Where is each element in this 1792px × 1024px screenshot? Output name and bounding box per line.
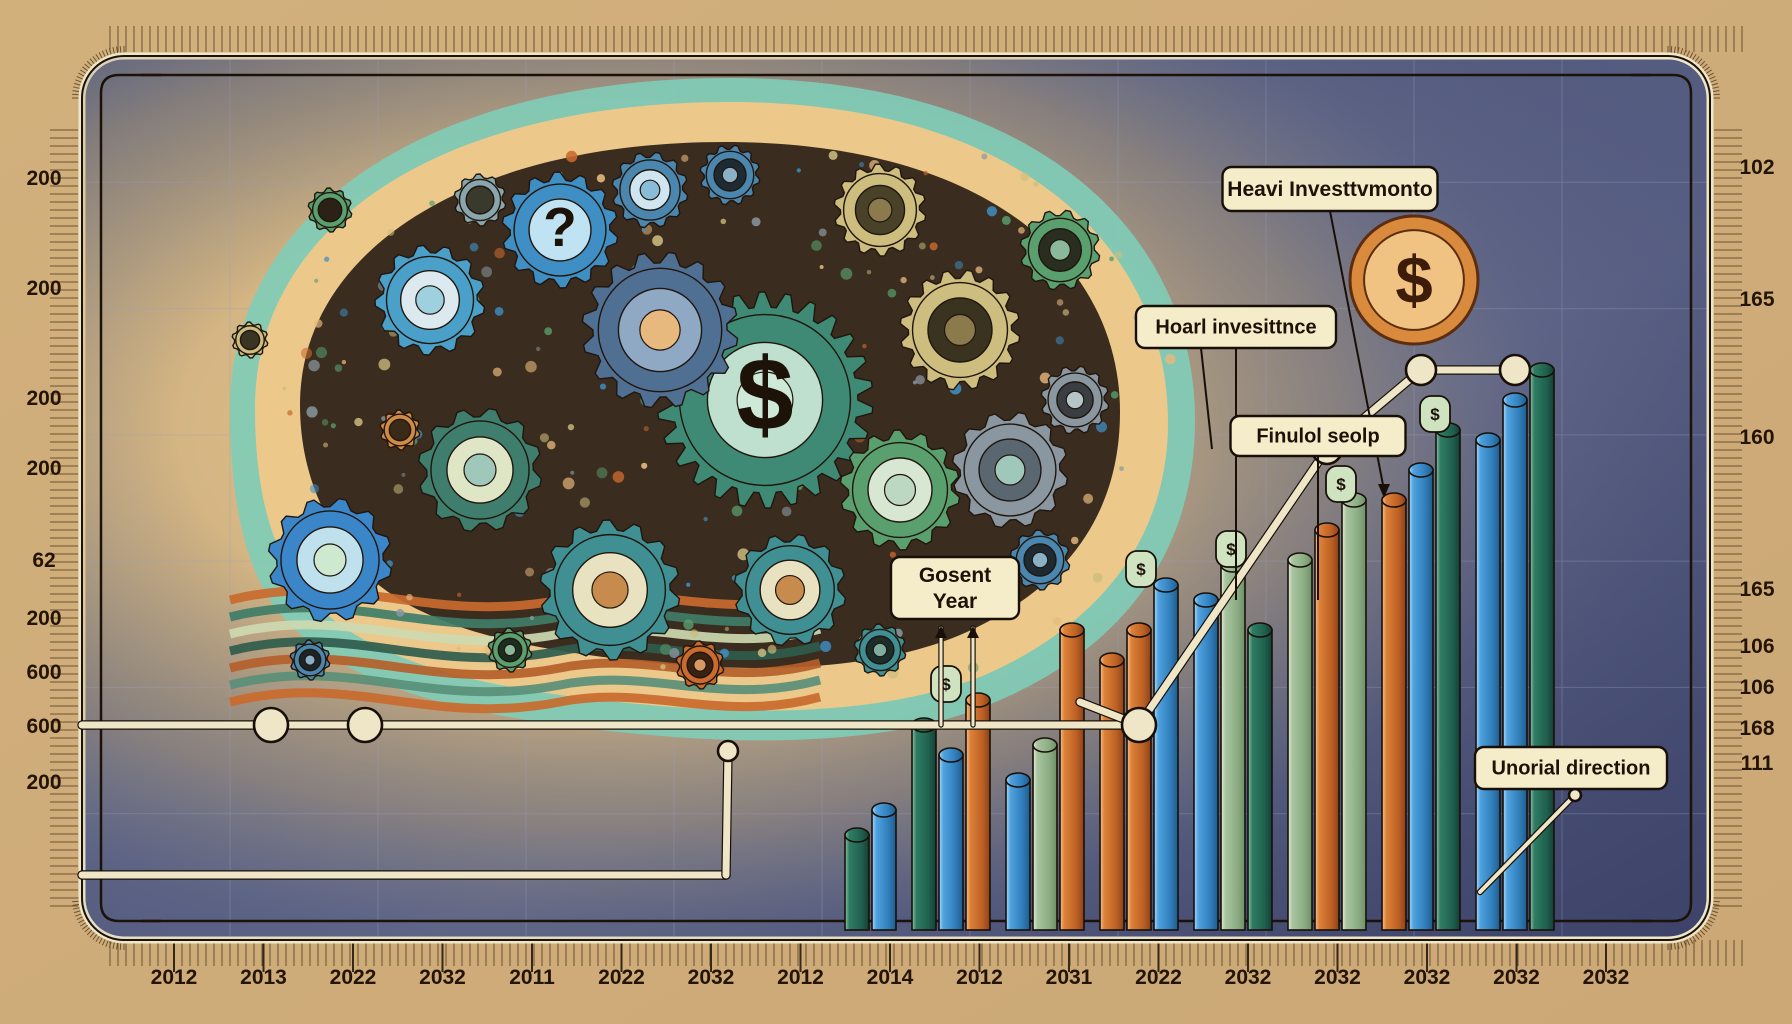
svg-text:160: 160 [1739, 426, 1774, 449]
svg-text:2032: 2032 [1493, 966, 1540, 989]
svg-text:$: $ [1430, 405, 1440, 424]
svg-text:200: 200 [26, 457, 61, 480]
svg-text:165: 165 [1739, 288, 1774, 311]
svg-text:Hoarl invesittnce: Hoarl invesittnce [1155, 317, 1316, 339]
svg-text:2032: 2032 [1404, 966, 1451, 989]
svg-text:Year: Year [933, 590, 977, 613]
svg-text:102: 102 [1739, 156, 1774, 179]
svg-text:111: 111 [1741, 752, 1774, 775]
svg-text:2022: 2022 [598, 966, 645, 989]
svg-text:2022: 2022 [1135, 966, 1182, 989]
svg-text:2013: 2013 [240, 966, 287, 989]
svg-text:62: 62 [32, 549, 55, 572]
svg-text:600: 600 [26, 661, 61, 684]
svg-text:2011: 2011 [509, 966, 555, 989]
svg-text:168: 168 [1739, 717, 1774, 740]
svg-text:2012: 2012 [777, 966, 824, 989]
svg-text:2012: 2012 [151, 966, 198, 989]
svg-text:200: 200 [26, 387, 61, 410]
svg-text:Heavi Investtvmonto: Heavi Investtvmonto [1227, 178, 1432, 201]
svg-text:2032: 2032 [1583, 966, 1630, 989]
svg-text:2032: 2032 [1314, 966, 1361, 989]
svg-text:Finulol seolp: Finulol seolp [1256, 426, 1379, 448]
svg-text:Gosent: Gosent [919, 564, 991, 587]
svg-text:$: $ [1395, 243, 1432, 318]
svg-text:$: $ [736, 337, 793, 452]
svg-text:2032: 2032 [419, 966, 466, 989]
svg-text:106: 106 [1739, 635, 1774, 658]
svg-text:2031: 2031 [1046, 966, 1093, 989]
svg-text:600: 600 [26, 715, 61, 738]
svg-text:$: $ [1336, 475, 1346, 494]
svg-text:$: $ [1136, 560, 1146, 579]
svg-text:2032: 2032 [1225, 966, 1272, 989]
svg-text:2012: 2012 [956, 966, 1003, 989]
svg-text:2032: 2032 [688, 966, 735, 989]
svg-text:200: 200 [26, 771, 61, 794]
svg-text:?: ? [543, 196, 577, 258]
svg-text:200: 200 [26, 607, 61, 630]
svg-text:Unorial direction: Unorial direction [1492, 758, 1651, 780]
svg-text:200: 200 [26, 167, 61, 190]
svg-text:165: 165 [1739, 578, 1774, 601]
svg-text:2014: 2014 [867, 966, 914, 989]
svg-text:200: 200 [26, 277, 61, 300]
svg-text:$: $ [1226, 540, 1236, 559]
svg-text:2022: 2022 [330, 966, 377, 989]
svg-text:106: 106 [1739, 676, 1774, 699]
